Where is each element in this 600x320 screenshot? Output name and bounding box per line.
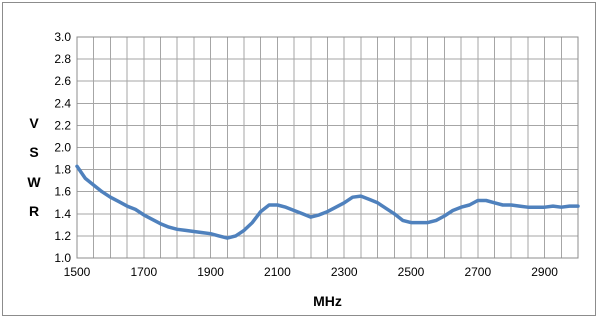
x-tick-label: 2500 [398,265,425,279]
x-tick-label: 1500 [64,265,91,279]
y-tick-label: 1.8 [54,163,71,177]
y-tick-label: 2.8 [54,52,71,66]
y-tick-label: 1.6 [54,185,71,199]
y-tick-label: 2.2 [54,118,71,132]
plot-area-border [76,36,579,259]
series-line [75,164,580,240]
x-tick-label: 2100 [264,265,291,279]
x-tick-label: 2300 [331,265,358,279]
x-tick-label: 1700 [130,265,157,279]
x-tick-label: 1900 [197,265,224,279]
chart-frame [2,2,596,316]
y-tick-label: 3.0 [54,30,71,44]
x-axis-label: MHz [313,293,342,309]
y-tick-label: 2.4 [54,96,71,110]
y-axis-label-letter: S [29,144,38,160]
y-tick-label: 1.0 [54,251,71,265]
y-tick-label: 2.6 [54,74,71,88]
x-tick-label: 2900 [531,265,558,279]
y-axis-label-letter: R [29,203,39,219]
y-tick-label: 1.2 [54,229,71,243]
y-tick-label: 1.4 [54,207,71,221]
x-tick-label: 2700 [464,265,491,279]
y-tick-label: 2.0 [54,141,71,155]
y-axis-label-letter: V [29,115,39,131]
y-axis-label-letter: W [27,174,41,190]
